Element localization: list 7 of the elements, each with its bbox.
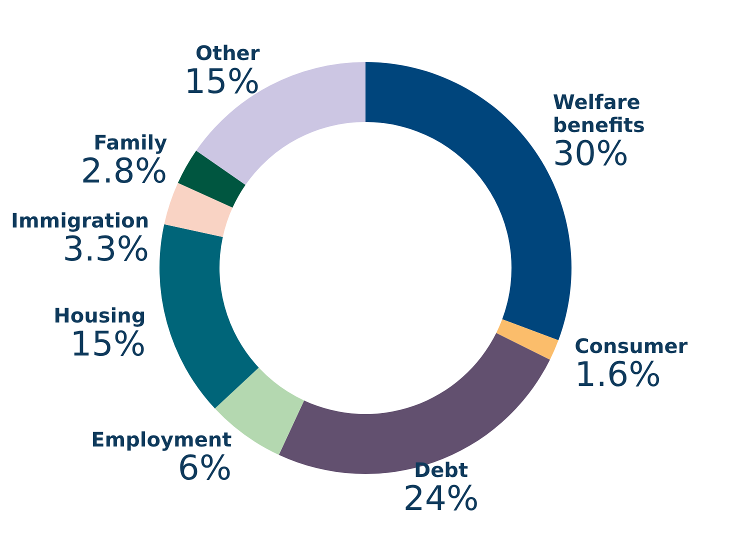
donut-slice (496, 319, 558, 360)
slice-label: Housing (54, 303, 146, 328)
donut-slice (178, 150, 246, 208)
donut-slice (160, 224, 259, 409)
slice-label: Immigration (11, 208, 150, 232)
donut-slice (164, 182, 233, 238)
slice-label: Family (94, 130, 168, 154)
